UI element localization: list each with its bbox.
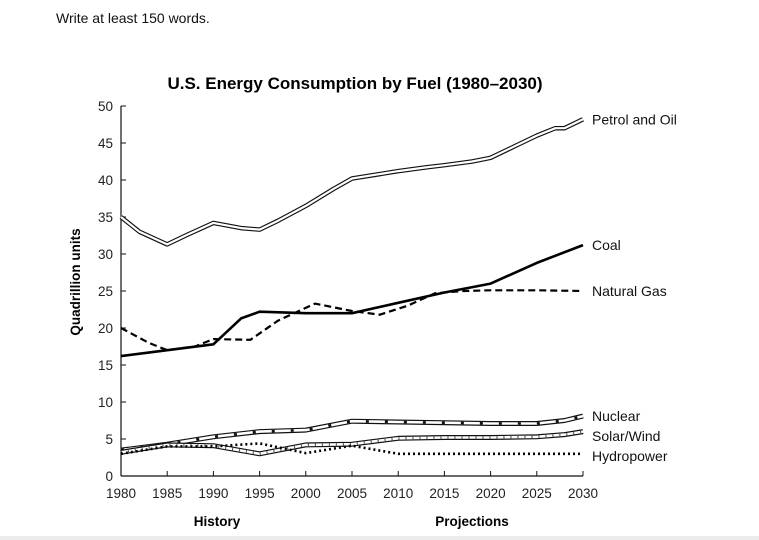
data-point-hydropower [490, 453, 492, 455]
data-point-hydropower [536, 453, 538, 455]
data-point-natural-gas [407, 305, 409, 307]
x-tick-label: 2030 [568, 486, 598, 501]
y-tick-label: 5 [105, 432, 113, 447]
series-natural-gas [120, 289, 584, 352]
bottom-strip [0, 536, 759, 540]
x-tick-label: 1990 [198, 486, 228, 501]
series-line-inner [120, 118, 584, 246]
series-layer [119, 117, 584, 457]
data-point-hydropower [259, 443, 261, 445]
y-axis-label: Quadrillion units [68, 228, 83, 335]
x-tick-label: 2025 [522, 486, 552, 501]
series-nuclear [120, 413, 584, 453]
legend-label-natural-gas: Natural Gas [592, 283, 667, 299]
x-tick-label: 2000 [291, 486, 321, 501]
data-point-natural-gas [148, 342, 150, 344]
data-point-natural-gas [582, 290, 584, 292]
y-tick-label: 40 [98, 173, 113, 188]
series-line-outer [119, 117, 584, 247]
y-tick-label: 10 [98, 395, 113, 410]
y-tick-label: 20 [98, 321, 113, 336]
series-line-inner [120, 414, 584, 452]
y-tick-label: 0 [105, 469, 113, 484]
chart-title: U.S. Energy Consumption by Fuel (1980–20… [167, 74, 542, 93]
x-tick-label: 2015 [429, 486, 459, 501]
y-tick-label: 45 [98, 136, 113, 151]
y-tick-label: 35 [98, 210, 113, 225]
legend-labels: Petrol and Oil Coal Natural Gas Nuclear Sola… [592, 111, 677, 464]
instruction-text: Write at least 150 words. [56, 10, 210, 26]
legend-label-petrol-and-oil: Petrol and Oil [592, 111, 677, 127]
segment-label-history: History [194, 514, 241, 529]
data-point-hydropower [582, 453, 584, 455]
x-tick-label: 2010 [383, 486, 413, 501]
segment-label-projections: Projections [435, 514, 509, 529]
y-tick-label: 30 [98, 247, 113, 262]
x-tick-label: 2005 [337, 486, 367, 501]
series-line [120, 289, 584, 352]
series-line [120, 243, 584, 358]
series-coal [120, 243, 584, 358]
legend-label-solar-wind: Solar/Wind [592, 428, 660, 444]
legend-label-nuclear: Nuclear [592, 408, 641, 424]
x-tick-label: 2020 [476, 486, 506, 501]
x-tick-label: 1980 [106, 486, 136, 501]
y-tick-label: 15 [98, 358, 113, 373]
y-tick-label: 50 [98, 99, 113, 114]
legend-label-coal: Coal [592, 237, 621, 253]
legend-label-hydropower: Hydropower [592, 448, 668, 464]
series-petrol-and-oil [119, 117, 584, 247]
y-tick-label: 25 [98, 284, 113, 299]
x-tick-label: 1995 [245, 486, 275, 501]
data-point-natural-gas [536, 290, 538, 292]
x-tick-label: 1985 [152, 486, 182, 501]
